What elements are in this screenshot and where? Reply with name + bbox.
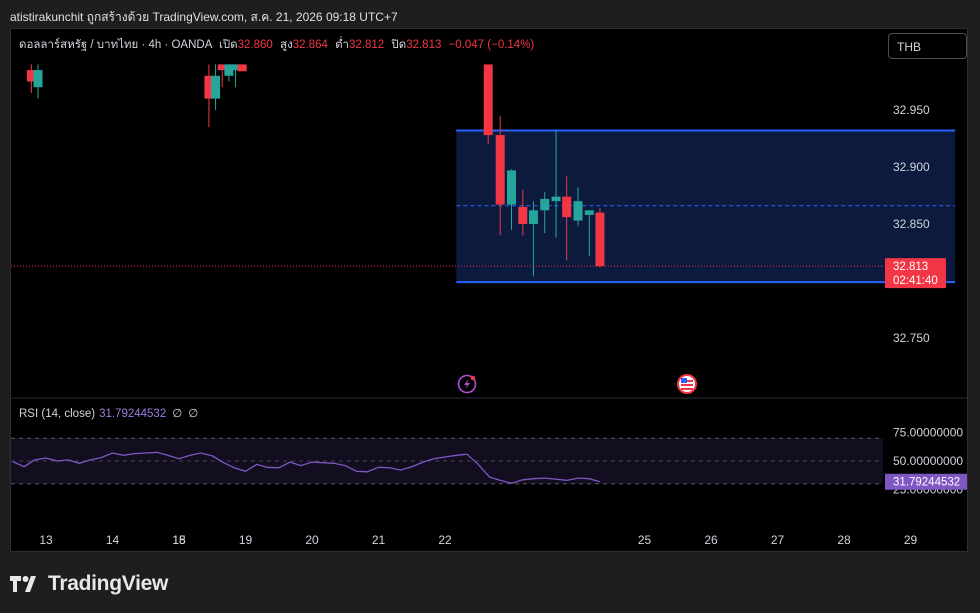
candle-14 [540,192,550,234]
candle-body [507,170,516,205]
candle-body [217,64,227,71]
candle-body [231,64,241,71]
time-tick-label: 14 [106,533,120,547]
rsi-tick-label: 50.00000000 [893,454,963,468]
time-tick-label: 29 [904,533,918,547]
candle-body [26,70,36,82]
candle-15 [551,130,561,238]
rsi-pane: 75.0000000050.0000000025.0000000031.7924… [11,426,967,497]
candle-body [211,75,221,99]
change-value: −0.047 (−0.14%) [448,39,535,51]
candle-17 [573,187,583,227]
candle-8 [237,64,247,72]
candle-16 [562,176,572,261]
price-tick-label: 32.850 [893,217,930,231]
high-label: สูง [280,39,293,51]
event-icons [457,374,697,394]
candle-11 [507,169,516,230]
rsi-empty-2: ∅ [188,408,199,420]
candles [26,64,605,277]
candle-body [518,206,528,224]
chart-canvas[interactable]: 32.950 32.900 32.850 32.750 75.00000000 50.0… [11,29,968,552]
candle-10 [495,115,505,236]
range-box-fill [456,130,956,283]
time-tick-label: 18 [172,533,186,547]
top-caption-bar: atistirakunchit ถูกสร้างด้วย TradingView… [0,0,980,28]
snapshot-caption: atistirakunchit ถูกสร้างด้วย TradingView… [10,10,398,24]
candle-body [595,212,605,267]
time-tick-label: 22 [438,533,452,547]
candle-3 [204,64,214,128]
price-axis: 32.950 32.900 32.850 32.750 [893,103,930,345]
candle-9 [483,64,493,145]
candle-2 [33,64,43,99]
last-price-badge-countdown: 02:41:40 [893,275,938,287]
us-flag-event-icon [677,374,697,394]
close-value: 32.813 [406,39,442,51]
candle-6 [224,64,234,82]
footer-brand: TradingView [10,571,168,597]
candle-body [204,75,214,99]
rsi-value-badge-text: 31.79244532 [893,477,960,489]
time-tick-label: 19 [239,533,253,547]
low-value: 32.812 [349,39,385,51]
rsi-tick-label: 75.00000000 [893,426,963,440]
candle-12 [518,189,528,236]
price-tick-label: 32.900 [893,160,930,174]
time-tick-label: 13 [39,533,53,547]
footer-brand-text: TradingView [48,572,169,595]
last-price-badge [885,258,946,289]
symbol-name: ดอลลาร์สหรัฐ / บาทไทย · 4h · OANDA [19,39,212,51]
candle-body [495,135,505,205]
rsi-value: 31.79244532 [99,408,167,420]
candle-13 [528,201,538,277]
currency-button[interactable]: THB [888,33,967,59]
axis-badges: 32.813 02:41:40 [885,258,946,289]
last-price-badge-price: 32.813 [893,261,928,273]
tradingview-logo-icon [10,576,36,592]
close-label: ปิด [391,39,407,51]
candle-7 [231,64,241,88]
lightning-event-icon [457,374,477,394]
candle-body [551,196,561,202]
candle-19 [595,208,605,268]
time-tick-label: 20 [305,533,319,547]
price-tick-label: 32.750 [893,331,930,345]
chart-frame[interactable]: 32.950 32.900 32.850 32.750 75.00000000 50.0… [10,28,968,552]
high-value: 32.864 [292,39,328,51]
tradingview-logo: TradingView [10,572,168,596]
time-tick-label: 28 [837,533,851,547]
price-range-box [456,129,956,284]
symbol-legend: ดอลลาร์สหรัฐ / บาทไทย · 4h · OANDA เปิด3… [19,36,534,54]
candle-1 [26,64,36,93]
time-tick-label: 21 [372,533,386,547]
time-tick-label: 26 [704,533,718,547]
rsi-line [12,451,601,484]
candle-body [584,210,594,215]
low-label: ต่ำ [335,39,350,51]
candle-body [33,70,43,88]
candle-4 [211,64,221,110]
candle-5 [217,64,227,88]
candle-body [237,64,247,72]
rsi-legend: RSI (14, close) 31.79244532 ∅ ∅ [19,406,198,420]
candle-body [540,198,550,211]
rsi-empty-1: ∅ [172,408,183,420]
price-tick-label: 32.950 [893,103,930,117]
candle-body [562,196,572,218]
time-tick-label: 27 [771,533,785,547]
candle-body [224,64,234,76]
open-value: 32.860 [237,39,273,51]
candle-body [528,210,538,224]
time-tick-label: 15 [172,533,186,547]
open-label: เปิด [218,39,238,51]
rsi-label: RSI (14, close) [19,408,96,420]
candle-body [483,64,493,136]
time-tick-label: 25 [638,533,652,547]
candle-18 [584,210,594,256]
candle-body [573,201,583,221]
rsi-value-badge [885,473,967,490]
